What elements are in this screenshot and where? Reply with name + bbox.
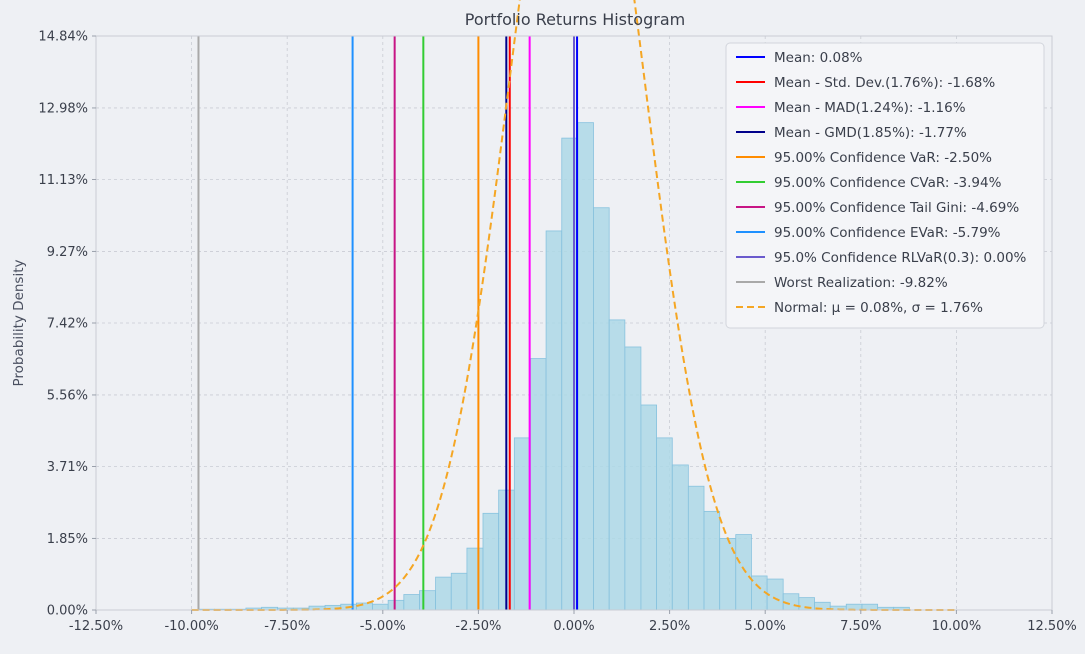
x-tick-label: -5.00% bbox=[360, 619, 406, 634]
histogram-bar bbox=[356, 602, 373, 611]
histogram-bar bbox=[624, 346, 642, 611]
histogram-bar bbox=[513, 437, 531, 611]
y-axis-label: Probability Density bbox=[11, 260, 27, 387]
legend-label-4: 95.00% Confidence VaR: -2.50% bbox=[774, 150, 992, 166]
histogram-bar bbox=[419, 590, 436, 611]
legend-label-8: 95.0% Confidence RLVaR(0.3): 0.00% bbox=[774, 250, 1027, 266]
x-tick-label: 7.50% bbox=[840, 619, 881, 634]
histogram-bar bbox=[735, 534, 752, 611]
histogram-bar bbox=[466, 547, 484, 611]
histogram-bar bbox=[435, 576, 452, 611]
histogram-bar bbox=[450, 572, 468, 611]
x-tick-label: -12.50% bbox=[69, 619, 123, 634]
x-tick-label: 2.50% bbox=[649, 619, 690, 634]
y-tick-label: 14.84% bbox=[38, 30, 88, 45]
y-tick-label: 7.42% bbox=[47, 317, 88, 332]
y-tick-label: 1.85% bbox=[47, 532, 88, 547]
histogram-bar bbox=[671, 464, 689, 611]
histogram-bar bbox=[640, 404, 657, 611]
x-tick-label: -7.50% bbox=[264, 619, 310, 634]
histogram-bar bbox=[545, 230, 563, 611]
histogram-bar bbox=[372, 603, 389, 611]
histogram-bar bbox=[530, 358, 547, 611]
y-tick-label: 9.27% bbox=[47, 245, 88, 260]
legend-label-10: Normal: μ = 0.08%, σ = 1.76% bbox=[774, 300, 983, 316]
histogram-bar bbox=[703, 510, 721, 611]
y-tick-label: 11.13% bbox=[38, 173, 88, 188]
y-axis-ticks: 0.00% 1.85% 3.71% 5.56% 7.42% 9.27% 11.13% 12.9… bbox=[38, 30, 96, 619]
legend-label-5: 95.00% Confidence CVaR: -3.94% bbox=[774, 175, 1002, 191]
histogram-bar bbox=[608, 319, 626, 611]
y-tick-label: 0.00% bbox=[47, 604, 88, 619]
chart-title: Portfolio Returns Histogram bbox=[465, 10, 685, 29]
y-tick-label: 5.56% bbox=[47, 388, 88, 403]
legend-label-2: Mean - MAD(1.24%): -1.16% bbox=[774, 100, 966, 116]
x-tick-label: 5.00% bbox=[745, 619, 786, 634]
x-axis-ticks: -12.50% -10.00% -7.50% -5.00% -2.50% 0.00% 2.5… bbox=[69, 610, 1077, 634]
legend-label-9: Worst Realization: -9.82% bbox=[774, 275, 948, 291]
x-tick-label: 10.00% bbox=[932, 619, 982, 634]
legend-label-6: 95.00% Confidence Tail Gini: -4.69% bbox=[774, 200, 1019, 216]
legend-label-3: Mean - GMD(1.85%): -1.77% bbox=[774, 125, 967, 141]
x-tick-label: 0.00% bbox=[553, 619, 594, 634]
legend-label-7: 95.00% Confidence EVaR: -5.79% bbox=[774, 225, 1001, 241]
legend-label-1: Mean - Std. Dev.(1.76%): -1.68% bbox=[774, 75, 995, 91]
histogram-bar bbox=[561, 137, 579, 611]
histogram-bar bbox=[482, 512, 500, 611]
risk-measure-lines bbox=[197, 36, 579, 610]
legend-label-0: Mean: 0.08% bbox=[774, 50, 863, 66]
y-tick-label: 3.71% bbox=[47, 460, 88, 475]
histogram-bar bbox=[687, 485, 705, 611]
legend-box bbox=[725, 42, 1045, 329]
histogram-bar bbox=[387, 599, 405, 611]
x-tick-label: -10.00% bbox=[164, 619, 218, 634]
x-tick-label: -2.50% bbox=[455, 619, 501, 634]
x-tick-label: 12.50% bbox=[1027, 619, 1077, 634]
histogram-bar bbox=[403, 594, 420, 611]
histogram-bar bbox=[656, 437, 673, 611]
normal-curve bbox=[191, 0, 957, 611]
legend: Mean: 0.08% Mean - Std. Dev.(1.76%): -1.6… bbox=[725, 42, 1045, 329]
histogram-bar bbox=[577, 122, 594, 611]
y-tick-label: 12.98% bbox=[38, 101, 88, 116]
histogram-bar bbox=[593, 207, 610, 611]
